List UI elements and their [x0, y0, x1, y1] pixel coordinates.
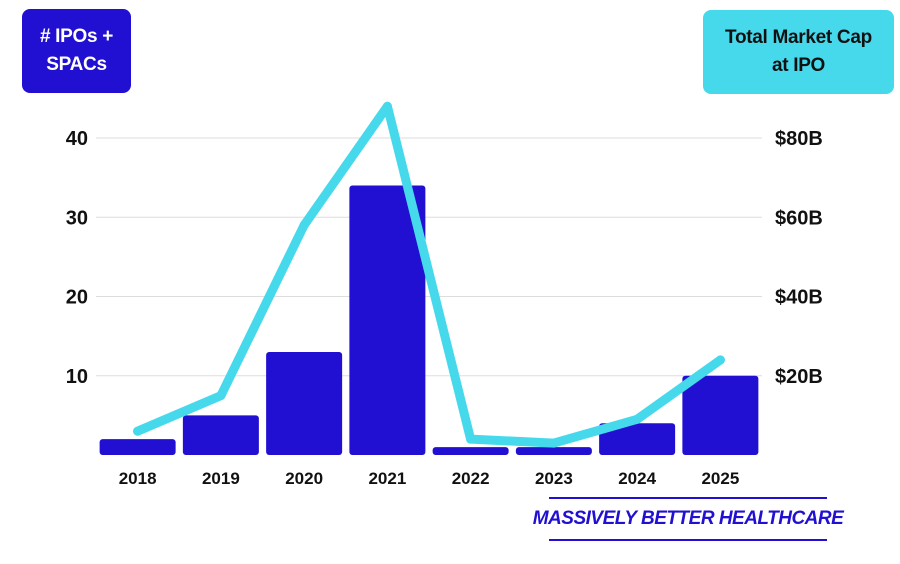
right-axis-tick-label: $20B	[775, 366, 823, 388]
bar-2024	[599, 423, 676, 455]
bar-2019	[182, 415, 259, 455]
left-axis-title: # IPOs + SPACs	[39, 26, 114, 75]
bar-2018	[99, 439, 176, 455]
right-axis-tick-label: $40B	[775, 287, 823, 309]
left-axis-tick-label: 30	[66, 207, 88, 229]
x-axis-tick-label: 2023	[535, 469, 573, 488]
market-cap-point-2022	[466, 434, 476, 444]
x-axis-tick-label: 2018	[119, 469, 157, 488]
market-cap-point-2018	[133, 426, 143, 436]
x-axis-tick-label: 2020	[285, 469, 323, 488]
market-cap-point-2021	[382, 101, 392, 111]
market-cap-point-2023	[549, 438, 559, 448]
bar-2021	[349, 185, 426, 456]
right-axis-tick-label: $80B	[775, 128, 823, 150]
market-cap-point-2025	[715, 355, 725, 365]
left-axis-badge: # IPOs + SPACs	[22, 9, 131, 93]
x-axis-tick-label: 2022	[452, 469, 490, 488]
bar-2023	[515, 447, 592, 455]
right-axis-tick-label: $60B	[775, 207, 823, 229]
market-cap-point-2019	[216, 391, 226, 401]
brand-logo: MASSIVELY BETTER HEALTHCARE	[533, 497, 844, 541]
x-axis-tick-label: 2019	[202, 469, 240, 488]
market-cap-point-2024	[632, 414, 642, 424]
market-cap-line	[133, 101, 725, 448]
left-axis-tick-label: 10	[66, 366, 88, 388]
x-axis-tick-label: 2021	[368, 469, 406, 488]
left-axis-tick-label: 20	[66, 287, 88, 309]
right-axis-badge: Total Market Cap at IPO	[703, 10, 894, 94]
bar-2025	[682, 375, 759, 455]
x-axis-tick-label: 2025	[701, 469, 739, 488]
bar-2022	[432, 447, 509, 455]
market-cap-point-2020	[299, 220, 309, 230]
bar-2020	[266, 351, 343, 455]
x-axis-tick-label: 2024	[618, 469, 656, 488]
brand-logo-text: MASSIVELY BETTER HEALTHCARE	[532, 508, 844, 529]
right-axis-title: Total Market Cap at IPO	[725, 27, 872, 76]
left-axis-tick-label: 40	[66, 128, 88, 150]
